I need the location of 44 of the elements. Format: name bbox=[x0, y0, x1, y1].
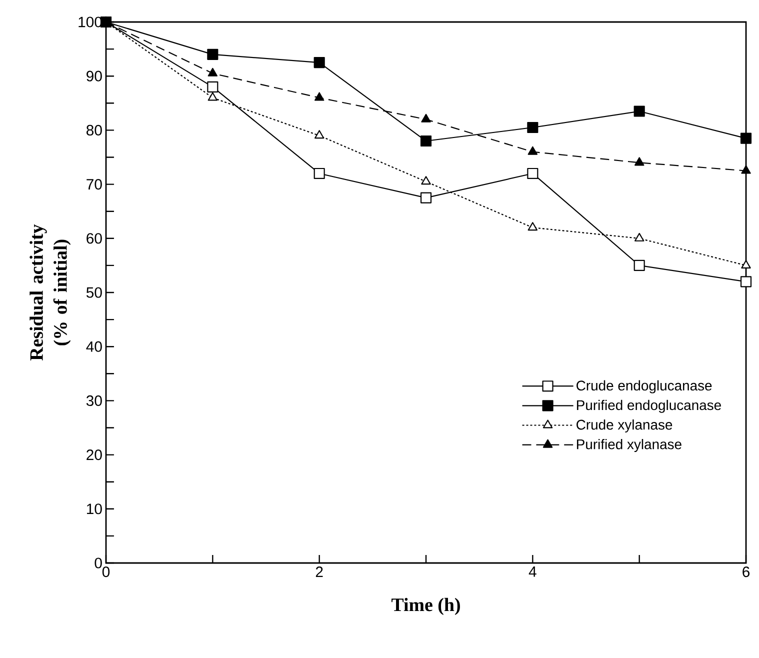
legend-label: Crude endoglucanase bbox=[576, 380, 712, 394]
point bbox=[421, 176, 431, 185]
y-tick-label: 20 bbox=[86, 450, 102, 460]
x-tick-label: 4 bbox=[528, 566, 536, 577]
point bbox=[528, 222, 538, 231]
point bbox=[634, 106, 645, 117]
y-tick-label: 10 bbox=[87, 504, 102, 514]
point bbox=[740, 132, 752, 144]
point bbox=[634, 260, 645, 271]
y-tick-label: 50 bbox=[86, 287, 102, 298]
point bbox=[634, 157, 644, 166]
y-tick-label: 90 bbox=[86, 70, 102, 82]
point bbox=[528, 146, 538, 155]
point bbox=[420, 135, 432, 147]
point bbox=[314, 57, 325, 68]
point bbox=[421, 114, 431, 122]
y-tick-label: 60 bbox=[86, 233, 102, 244]
x-axis-title: Time (h) bbox=[392, 598, 460, 616]
point bbox=[634, 232, 644, 242]
x-tick-label: 6 bbox=[742, 566, 750, 578]
point bbox=[314, 92, 324, 101]
x-tick-label: 2 bbox=[316, 566, 323, 577]
point bbox=[741, 165, 751, 174]
y-tick-label: 40 bbox=[86, 341, 102, 352]
y-tick-label: 70 bbox=[86, 179, 102, 190]
point bbox=[314, 168, 325, 180]
point bbox=[740, 276, 752, 288]
point bbox=[420, 192, 432, 204]
point bbox=[207, 48, 218, 60]
y-tick-label: 0 bbox=[94, 558, 102, 568]
legend-label: Crude xylanase bbox=[576, 419, 672, 432]
y-tick-label: 80 bbox=[86, 124, 102, 136]
point bbox=[207, 81, 218, 92]
x-tick-label: 0 bbox=[102, 566, 110, 578]
point bbox=[314, 130, 324, 139]
legend-label: Purified xylanase bbox=[576, 439, 682, 452]
y-tick-label: 30 bbox=[86, 395, 102, 406]
y-axis-title: Residual activity (% of initial) bbox=[30, 224, 71, 361]
point bbox=[208, 68, 218, 76]
point bbox=[208, 92, 218, 101]
legend-label: Purified endoglucanase bbox=[576, 400, 721, 413]
point bbox=[527, 122, 538, 134]
point bbox=[527, 168, 538, 180]
point bbox=[741, 260, 751, 268]
